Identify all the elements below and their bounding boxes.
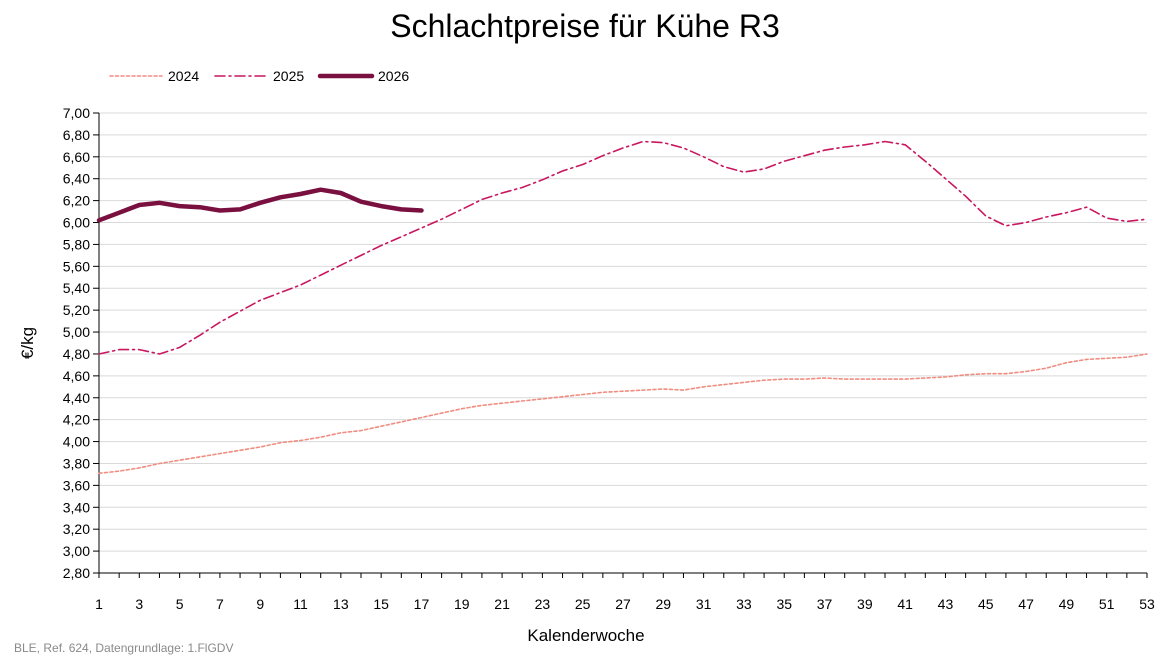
y-tick-label: 3,80 [63, 455, 90, 471]
x-tick-label: 29 [656, 596, 672, 612]
x-tick-label: 31 [696, 596, 712, 612]
x-tick-label: 43 [938, 596, 954, 612]
x-axis-ticks: 1 3 5 7 9 11 13 15 17 19 21 23 25 27 29 31 33 35 37 39 41 43 4… [95, 573, 1155, 612]
x-tick-label: 15 [373, 596, 389, 612]
axes [98, 113, 1147, 574]
y-tick-label: 6,20 [63, 193, 90, 209]
x-tick-label: 19 [454, 596, 470, 612]
x-tick-label: 33 [736, 596, 752, 612]
x-tick-label: 49 [1059, 596, 1075, 612]
x-tick-label: 17 [414, 596, 430, 612]
y-tick-label: 5,00 [63, 324, 90, 340]
y-tick-label: 6,40 [63, 171, 90, 187]
y-tick-label: 6,60 [63, 149, 90, 165]
y-tick-label: 5,40 [63, 280, 90, 296]
y-tick-label: 4,00 [63, 434, 90, 450]
y-axis-label: €/kg [18, 327, 37, 359]
x-tick-label: 25 [575, 596, 591, 612]
x-tick-label: 53 [1139, 596, 1155, 612]
y-tick-label: 6,80 [63, 127, 90, 143]
y-tick-label: 3,00 [63, 543, 90, 559]
y-tick-label: 5,20 [63, 302, 90, 318]
x-axis-label: Kalenderwoche [527, 626, 644, 645]
series-lines [96, 140, 1148, 475]
x-tick-label: 1 [95, 596, 103, 612]
x-tick-label: 3 [135, 596, 143, 612]
y-tick-label: 3,60 [63, 477, 90, 493]
x-tick-label: 37 [817, 596, 833, 612]
series-line-2026 [96, 187, 424, 223]
y-tick-label: 4,80 [63, 346, 90, 362]
source-note: BLE, Ref. 624, Datengrundlage: 1.FlGDV [14, 641, 234, 655]
y-tick-label: 4,40 [63, 390, 90, 406]
y-tick-label: 5,80 [63, 236, 90, 252]
legend: 2024 2025 2026 [109, 68, 409, 84]
x-tick-label: 45 [978, 596, 994, 612]
x-tick-label: 27 [615, 596, 631, 612]
y-tick-label: 3,20 [63, 521, 90, 537]
x-tick-label: 47 [1018, 596, 1034, 612]
y-tick-label: 4,20 [63, 412, 90, 428]
y-tick-label: 6,00 [63, 215, 90, 231]
legend-label-2026: 2026 [378, 68, 409, 84]
x-tick-label: 9 [256, 596, 264, 612]
x-tick-label: 51 [1099, 596, 1115, 612]
grid-lines [99, 112, 1147, 574]
y-tick-label: 4,60 [63, 368, 90, 384]
legend-label-2024: 2024 [168, 68, 199, 84]
y-tick-label: 5,60 [63, 258, 90, 274]
x-tick-label: 7 [216, 596, 224, 612]
series-line-2024 [98, 353, 1148, 475]
y-tick-label: 2,80 [63, 565, 90, 581]
y-tick-label: 7,00 [63, 105, 90, 121]
chart-title: Schlachtpreise für Kühe R3 [390, 8, 780, 44]
x-tick-label: 5 [176, 596, 184, 612]
x-tick-label: 39 [857, 596, 873, 612]
x-tick-label: 41 [897, 596, 913, 612]
x-tick-label: 35 [776, 596, 792, 612]
x-tick-label: 11 [293, 596, 308, 612]
x-tick-label: 23 [535, 596, 551, 612]
legend-label-2025: 2025 [273, 68, 304, 84]
x-tick-label: 21 [494, 596, 510, 612]
x-tick-label: 13 [333, 596, 349, 612]
y-tick-label: 3,40 [63, 499, 90, 515]
y-axis-ticks: 2,80 3,00 3,20 3,40 3,60 3,80 4,00 4,20 4,40 4,60… [63, 105, 99, 581]
series-line-2025 [98, 140, 1148, 355]
